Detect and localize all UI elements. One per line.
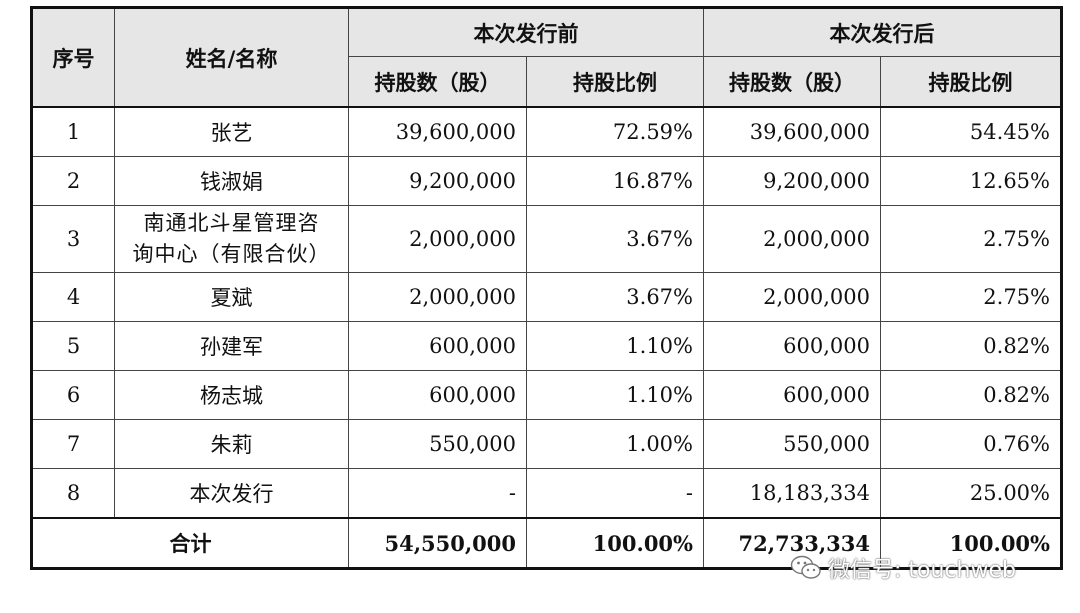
wechat-icon: [790, 555, 821, 579]
row-name: 孙建军: [114, 321, 349, 371]
row-name: 钱淑娟: [114, 156, 349, 206]
table-row: 3 南通北斗星管理咨 询中心（有限合伙） 2,000,000 3.67% 2,0…: [31, 205, 1062, 273]
row-after-shares: 39,600,000: [703, 106, 881, 157]
row-after-ratio: 2.75%: [880, 205, 1062, 273]
table-row: 4 夏斌 2,000,000 3.67% 2,000,000 2.75%: [31, 272, 1062, 322]
row-before-ratio: 3.67%: [526, 272, 704, 322]
row-index: 1: [31, 106, 115, 157]
row-after-ratio: 25.00%: [880, 468, 1062, 519]
header-row-top: 序号 姓名/名称 本次发行前 本次发行后: [31, 7, 1062, 108]
row-before-ratio: 3.67%: [526, 205, 704, 273]
header-after-shares: 持股数（股）: [703, 56, 881, 108]
row-index: 5: [31, 321, 115, 371]
total-label: 合计: [31, 517, 349, 569]
row-before-ratio: 16.87%: [526, 156, 704, 206]
row-name: 本次发行: [114, 468, 349, 519]
header-after-issuance: 本次发行后: [703, 7, 1062, 57]
header-after-ratio: 持股比例: [880, 56, 1062, 108]
row-name: 朱莉: [114, 419, 349, 469]
header-index: 序号: [31, 7, 115, 108]
row-index: 7: [31, 419, 115, 469]
table-row: 8 本次发行 - - 18,183,334 25.00%: [31, 468, 1062, 519]
total-after-ratio: 100.00%: [880, 517, 1062, 569]
row-after-shares: 2,000,000: [703, 205, 881, 273]
header-before-ratio: 持股比例: [526, 56, 704, 108]
table-row: 6 杨志城 600,000 1.10% 600,000 0.82%: [31, 370, 1062, 420]
shareholding-table: 序号 姓名/名称 本次发行前 本次发行后 持股数（股） 持股比例 持股数（股） …: [30, 6, 1063, 570]
row-before-shares: 600,000: [348, 370, 527, 420]
watermark-text: 微信号: touchweb: [828, 558, 1016, 583]
row-after-ratio: 0.76%: [880, 419, 1062, 469]
row-after-shares: 550,000: [703, 419, 881, 469]
row-index: 8: [31, 468, 115, 519]
table-row: 5 孙建军 600,000 1.10% 600,000 0.82%: [31, 321, 1062, 371]
row-before-ratio: -: [526, 468, 704, 519]
row-index: 3: [31, 205, 115, 273]
row-before-shares: 9,200,000: [348, 156, 527, 206]
row-before-ratio: 1.00%: [526, 419, 704, 469]
row-before-shares: -: [348, 468, 527, 519]
row-before-ratio: 1.10%: [526, 370, 704, 420]
row-before-shares: 600,000: [348, 321, 527, 371]
row-name-line2: 询中心（有限合伙）: [132, 242, 331, 266]
row-after-shares: 600,000: [703, 370, 881, 420]
row-name: 夏斌: [114, 272, 349, 322]
row-before-shares: 2,000,000: [348, 272, 527, 322]
row-before-shares: 550,000: [348, 419, 527, 469]
table-row: 2 钱淑娟 9,200,000 16.87% 9,200,000 12.65%: [31, 156, 1062, 206]
row-after-ratio: 2.75%: [880, 272, 1062, 322]
header-before-issuance: 本次发行前: [348, 7, 704, 57]
row-after-ratio: 54.45%: [880, 106, 1062, 157]
table-row: 7 朱莉 550,000 1.00% 550,000 0.76%: [31, 419, 1062, 469]
row-after-shares: 9,200,000: [703, 156, 881, 206]
row-before-ratio: 72.59%: [526, 106, 704, 157]
row-name: 南通北斗星管理咨 询中心（有限合伙）: [114, 205, 349, 273]
row-name-line1: 南通北斗星管理咨: [143, 211, 320, 235]
row-name: 张艺: [114, 106, 349, 157]
row-after-ratio: 12.65%: [880, 156, 1062, 206]
row-after-ratio: 0.82%: [880, 370, 1062, 420]
row-after-shares: 2,000,000: [703, 272, 881, 322]
table-row: 1 张艺 39,600,000 72.59% 39,600,000 54.45%: [31, 106, 1062, 157]
total-row: 合计 54,550,000 100.00% 72,733,334 100.00%: [31, 517, 1062, 569]
header-before-shares: 持股数（股）: [348, 56, 527, 108]
total-after-shares: 72,733,334: [703, 517, 881, 569]
row-after-ratio: 0.82%: [880, 321, 1062, 371]
row-before-shares: 2,000,000: [348, 205, 527, 273]
row-index: 2: [31, 156, 115, 206]
row-after-shares: 600,000: [703, 321, 881, 371]
total-before-shares: 54,550,000: [348, 517, 527, 569]
header-row-sub: 持股数（股） 持股比例 持股数（股） 持股比例: [31, 56, 1062, 108]
total-before-ratio: 100.00%: [526, 517, 704, 569]
row-index: 4: [31, 272, 115, 322]
row-before-shares: 39,600,000: [348, 106, 527, 157]
wechat-watermark: 微信号: touchweb: [790, 552, 1016, 584]
row-index: 6: [31, 370, 115, 420]
row-name: 杨志城: [114, 370, 349, 420]
row-after-shares: 18,183,334: [703, 468, 881, 519]
header-name: 姓名/名称: [114, 7, 349, 108]
row-before-ratio: 1.10%: [526, 321, 704, 371]
